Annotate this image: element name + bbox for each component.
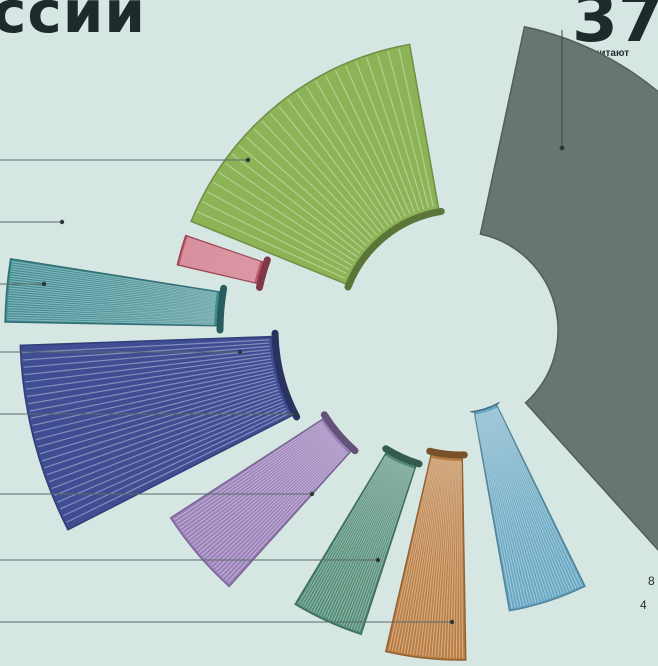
leader-dot (59, 219, 65, 225)
pie-slice-6 (169, 411, 359, 588)
donut-hole (378, 248, 542, 412)
pie-slice-5 (19, 329, 301, 531)
pie-slice-7 (294, 445, 423, 636)
pie-slice-4 (4, 257, 228, 334)
slice-shape (479, 25, 658, 552)
leader-dot (245, 157, 251, 163)
pie-slice-1 (479, 25, 658, 552)
pie-slice-2 (190, 43, 445, 291)
leader-dot (449, 619, 455, 625)
leader-dot (375, 557, 381, 563)
chart-title: ссии (0, 0, 147, 46)
pie-slice-8 (384, 447, 468, 661)
pie-slice-3 (176, 234, 271, 291)
leader-dot (309, 491, 315, 497)
leader-dot (237, 349, 243, 355)
leader-dot (41, 281, 47, 287)
pie-slice-9 (469, 397, 586, 612)
edge-text-1: 8 (648, 574, 655, 588)
edge-text-2: 4 (640, 598, 647, 612)
leader-dot (559, 145, 565, 151)
leader-dot (293, 411, 299, 417)
